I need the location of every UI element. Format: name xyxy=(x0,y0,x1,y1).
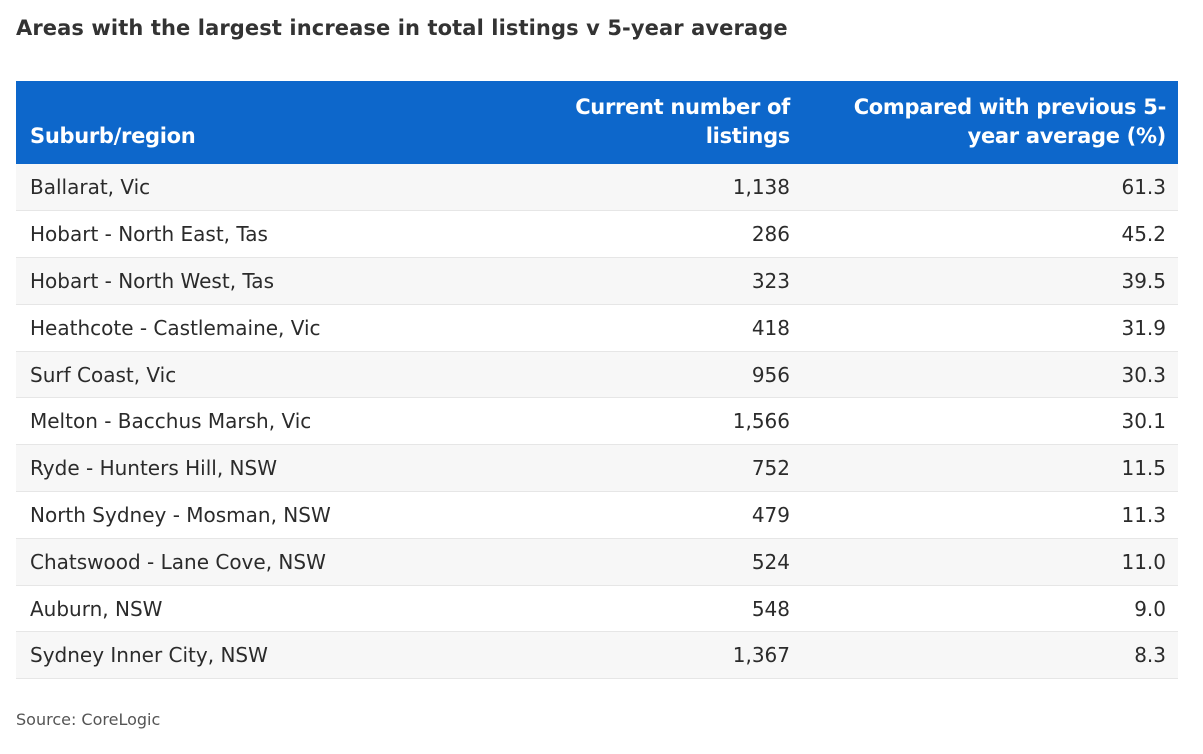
cell-region: Surf Coast, Vic xyxy=(30,362,177,387)
cell-listings: 524 xyxy=(751,549,790,574)
table-row: Hobart - North East, Tas 286 45.2 xyxy=(16,210,1178,258)
cell-change: 8.3 xyxy=(1134,643,1166,668)
table-row: Auburn, NSW 548 9.0 xyxy=(16,585,1178,632)
header-suburb-region: Suburb/region xyxy=(16,81,506,164)
header-compared-average-line1: Compared with previous 5- xyxy=(853,95,1167,119)
header-current-listings-line2: listings xyxy=(705,124,791,148)
cell-change: 11.3 xyxy=(1121,502,1166,527)
cell-listings: 418 xyxy=(751,315,790,340)
table-row: Surf Coast, Vic 956 30.3 xyxy=(16,351,1178,398)
data-table: Suburb/region Current number of listings… xyxy=(16,81,1178,679)
cell-change: 39.5 xyxy=(1121,268,1166,293)
cell-region: Hobart - North East, Tas xyxy=(30,222,268,247)
header-compared-average-line2: year average (%) xyxy=(967,124,1167,148)
table-row: North Sydney - Mosman, NSW 479 11.3 xyxy=(16,491,1178,539)
cell-region: Ballarat, Vic xyxy=(30,175,151,200)
cell-listings: 286 xyxy=(751,222,790,247)
cell-listings: 323 xyxy=(751,268,790,293)
cell-region: North Sydney - Mosman, NSW xyxy=(30,502,331,527)
table-row: Hobart - North West, Tas 323 39.5 xyxy=(16,257,1178,305)
cell-region: Heathcote - Castlemaine, Vic xyxy=(30,315,321,340)
listings-table: Suburb/region Current number of listings… xyxy=(16,81,1178,679)
cell-change: 11.5 xyxy=(1121,456,1166,481)
cell-region: Melton - Bacchus Marsh, Vic xyxy=(30,409,312,434)
table-row: Ballarat, Vic 1,138 61.3 xyxy=(16,164,1178,211)
cell-change: 11.0 xyxy=(1121,549,1166,574)
cell-listings: 752 xyxy=(751,456,790,481)
source-note: Source: CoreLogic xyxy=(16,710,161,729)
table-row: Sydney Inner City, NSW 1,367 8.3 xyxy=(16,631,1178,679)
header-current-listings-line1: Current number of xyxy=(575,95,790,119)
cell-change: 45.2 xyxy=(1121,222,1166,247)
table-row: Ryde - Hunters Hill, NSW 752 11.5 xyxy=(16,444,1178,492)
chart-title: Areas with the largest increase in total… xyxy=(16,16,788,40)
table-row: Melton - Bacchus Marsh, Vic 1,566 30.1 xyxy=(16,397,1178,445)
cell-listings: 956 xyxy=(751,362,790,387)
header-row: Suburb/region Current number of listings… xyxy=(16,81,1178,164)
cell-listings: 1,566 xyxy=(732,409,790,434)
cell-change: 9.0 xyxy=(1134,596,1166,621)
header-suburb-region-label: Suburb/region xyxy=(30,124,196,148)
cell-change: 31.9 xyxy=(1121,315,1166,340)
table-row: Chatswood - Lane Cove, NSW 524 11.0 xyxy=(16,538,1178,586)
header-current-listings: Current number of listings xyxy=(506,81,804,164)
cell-change: 30.3 xyxy=(1121,362,1166,387)
cell-listings: 548 xyxy=(751,596,790,621)
cell-listings: 1,367 xyxy=(732,643,790,668)
cell-listings: 479 xyxy=(751,502,790,527)
cell-region: Auburn, NSW xyxy=(30,596,163,621)
cell-region: Hobart - North West, Tas xyxy=(30,268,274,293)
cell-change: 30.1 xyxy=(1121,409,1166,434)
table-header: Suburb/region Current number of listings… xyxy=(16,81,1178,164)
cell-change: 61.3 xyxy=(1121,175,1166,200)
cell-listings: 1,138 xyxy=(732,175,790,200)
header-compared-average: Compared with previous 5- year average (… xyxy=(804,81,1178,164)
table-row: Heathcote - Castlemaine, Vic 418 31.9 xyxy=(16,304,1178,352)
cell-region: Sydney Inner City, NSW xyxy=(30,643,268,668)
cell-region: Ryde - Hunters Hill, NSW xyxy=(30,456,277,481)
cell-region: Chatswood - Lane Cove, NSW xyxy=(30,549,326,574)
table-body: Ballarat, Vic 1,138 61.3 Hobart - North Eas… xyxy=(16,164,1178,679)
